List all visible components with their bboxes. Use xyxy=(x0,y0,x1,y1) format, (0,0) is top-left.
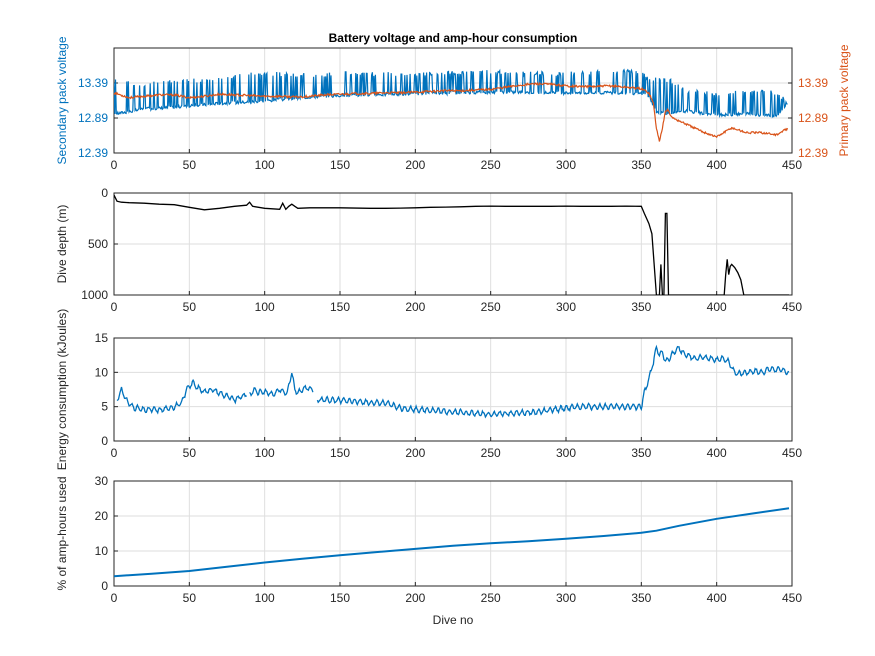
panel-2: 0 50 100 150 200 250 300 350 400 450 0 500 1000 Dive … xyxy=(55,186,802,314)
y-axis-label: Secondary pack voltage xyxy=(55,36,69,164)
y-tick-label: 10 xyxy=(95,365,109,379)
x-tick-label: 200 xyxy=(405,446,425,460)
x-tick-label: 450 xyxy=(782,446,802,460)
series-group xyxy=(116,344,790,419)
y-right-tick-label: 12.89 xyxy=(798,111,828,125)
y-tick-label: 0 xyxy=(101,434,108,448)
series-line xyxy=(114,507,790,578)
y-tick-label: 500 xyxy=(88,237,108,251)
x-tick-label: 0 xyxy=(111,300,118,314)
plot-border xyxy=(113,337,793,442)
series-line-energy-segment xyxy=(116,378,248,415)
x-tick-label: 0 xyxy=(111,591,118,605)
series-line-energy-segment xyxy=(249,372,314,398)
x-tick-label: 350 xyxy=(631,158,651,172)
x-tick-label: 150 xyxy=(330,300,350,314)
series-line-primary xyxy=(114,81,789,142)
x-tick-label: 150 xyxy=(330,446,350,460)
y-tick-label: 15 xyxy=(95,331,109,345)
x-tick-label: 50 xyxy=(183,158,197,172)
x-tick-label: 300 xyxy=(556,446,576,460)
y-tick-label: 0 xyxy=(101,186,108,200)
y-tick-label: 20 xyxy=(95,509,109,523)
series-line-secondary xyxy=(114,68,788,119)
x-tick-label: 100 xyxy=(255,591,275,605)
y-axis-label: Dive depth (m) xyxy=(55,205,69,284)
x-tick-label: 50 xyxy=(183,446,197,460)
x-tick-label: 400 xyxy=(707,300,727,314)
x-axis-label: Dive no xyxy=(433,613,474,627)
y-tick-label: 10 xyxy=(95,544,109,558)
y-right-axis-label: Primary pack voltage xyxy=(837,44,851,156)
y-axis-label: Energy consumption (kJoules) xyxy=(55,309,69,470)
series-group xyxy=(114,68,789,142)
plot-border xyxy=(113,480,793,587)
x-tick-label: 50 xyxy=(183,591,197,605)
x-tick-label: 0 xyxy=(111,446,118,460)
x-tick-label: 250 xyxy=(481,591,501,605)
series-line-energy-segment xyxy=(316,344,790,419)
plot-area xyxy=(113,480,793,587)
x-tick-label: 300 xyxy=(556,300,576,314)
y-axis-label: % of amp-hours used xyxy=(55,476,69,590)
x-tick-label: 100 xyxy=(255,158,275,172)
x-tick-label: 350 xyxy=(631,591,651,605)
y-tick-label: 13.39 xyxy=(78,76,108,90)
y-tick-label: 5 xyxy=(101,400,108,414)
x-tick-label: 350 xyxy=(631,446,651,460)
plot-area xyxy=(113,47,793,154)
y-right-tick-label: 13.39 xyxy=(798,76,828,90)
x-tick-label: 200 xyxy=(405,300,425,314)
x-tick-label: 250 xyxy=(481,300,501,314)
x-tick-label: 200 xyxy=(405,158,425,172)
x-tick-label: 150 xyxy=(330,158,350,172)
chart-title: Battery voltage and amp-hour consumption xyxy=(329,31,578,45)
x-tick-label: 300 xyxy=(556,591,576,605)
plot-border xyxy=(113,192,793,296)
y-tick-label: 12.89 xyxy=(78,111,108,125)
panel-4: 0 50 100 150 200 250 300 350 400 450 0 10 20 30 % of a… xyxy=(55,474,802,627)
x-tick-label: 450 xyxy=(782,300,802,314)
y-tick-label: 12.39 xyxy=(78,146,108,160)
x-tick-label: 400 xyxy=(707,591,727,605)
x-tick-label: 400 xyxy=(707,446,727,460)
panels: 0 50 100 150 200 250 300 350 400 45012.3912.8913.… xyxy=(55,36,851,627)
x-tick-label: 450 xyxy=(782,591,802,605)
panel-1: 0 50 100 150 200 250 300 350 400 45012.3912.8913.… xyxy=(55,36,851,172)
series-group xyxy=(114,507,790,578)
x-tick-label: 250 xyxy=(481,446,501,460)
x-tick-label: 150 xyxy=(330,591,350,605)
y-tick-label: 0 xyxy=(101,579,108,593)
x-tick-label: 300 xyxy=(556,158,576,172)
x-tick-label: 100 xyxy=(255,446,275,460)
x-tick-label: 450 xyxy=(782,158,802,172)
x-tick-label: 250 xyxy=(481,158,501,172)
x-tick-label: 0 xyxy=(111,158,118,172)
x-tick-label: 400 xyxy=(707,158,727,172)
x-tick-label: 100 xyxy=(255,300,275,314)
x-tick-label: 200 xyxy=(405,591,425,605)
y-tick-label: 30 xyxy=(95,474,109,488)
series-group xyxy=(114,194,789,295)
series-line xyxy=(114,194,789,295)
x-tick-label: 50 xyxy=(183,300,197,314)
y-tick-label: 1000 xyxy=(81,288,108,302)
panel-3: 0 50 100 150 200 250 300 350 400 450 0 5 10 15 Energy … xyxy=(55,309,802,470)
x-tick-label: 350 xyxy=(631,300,651,314)
y-right-tick-label: 12.39 xyxy=(798,146,828,160)
